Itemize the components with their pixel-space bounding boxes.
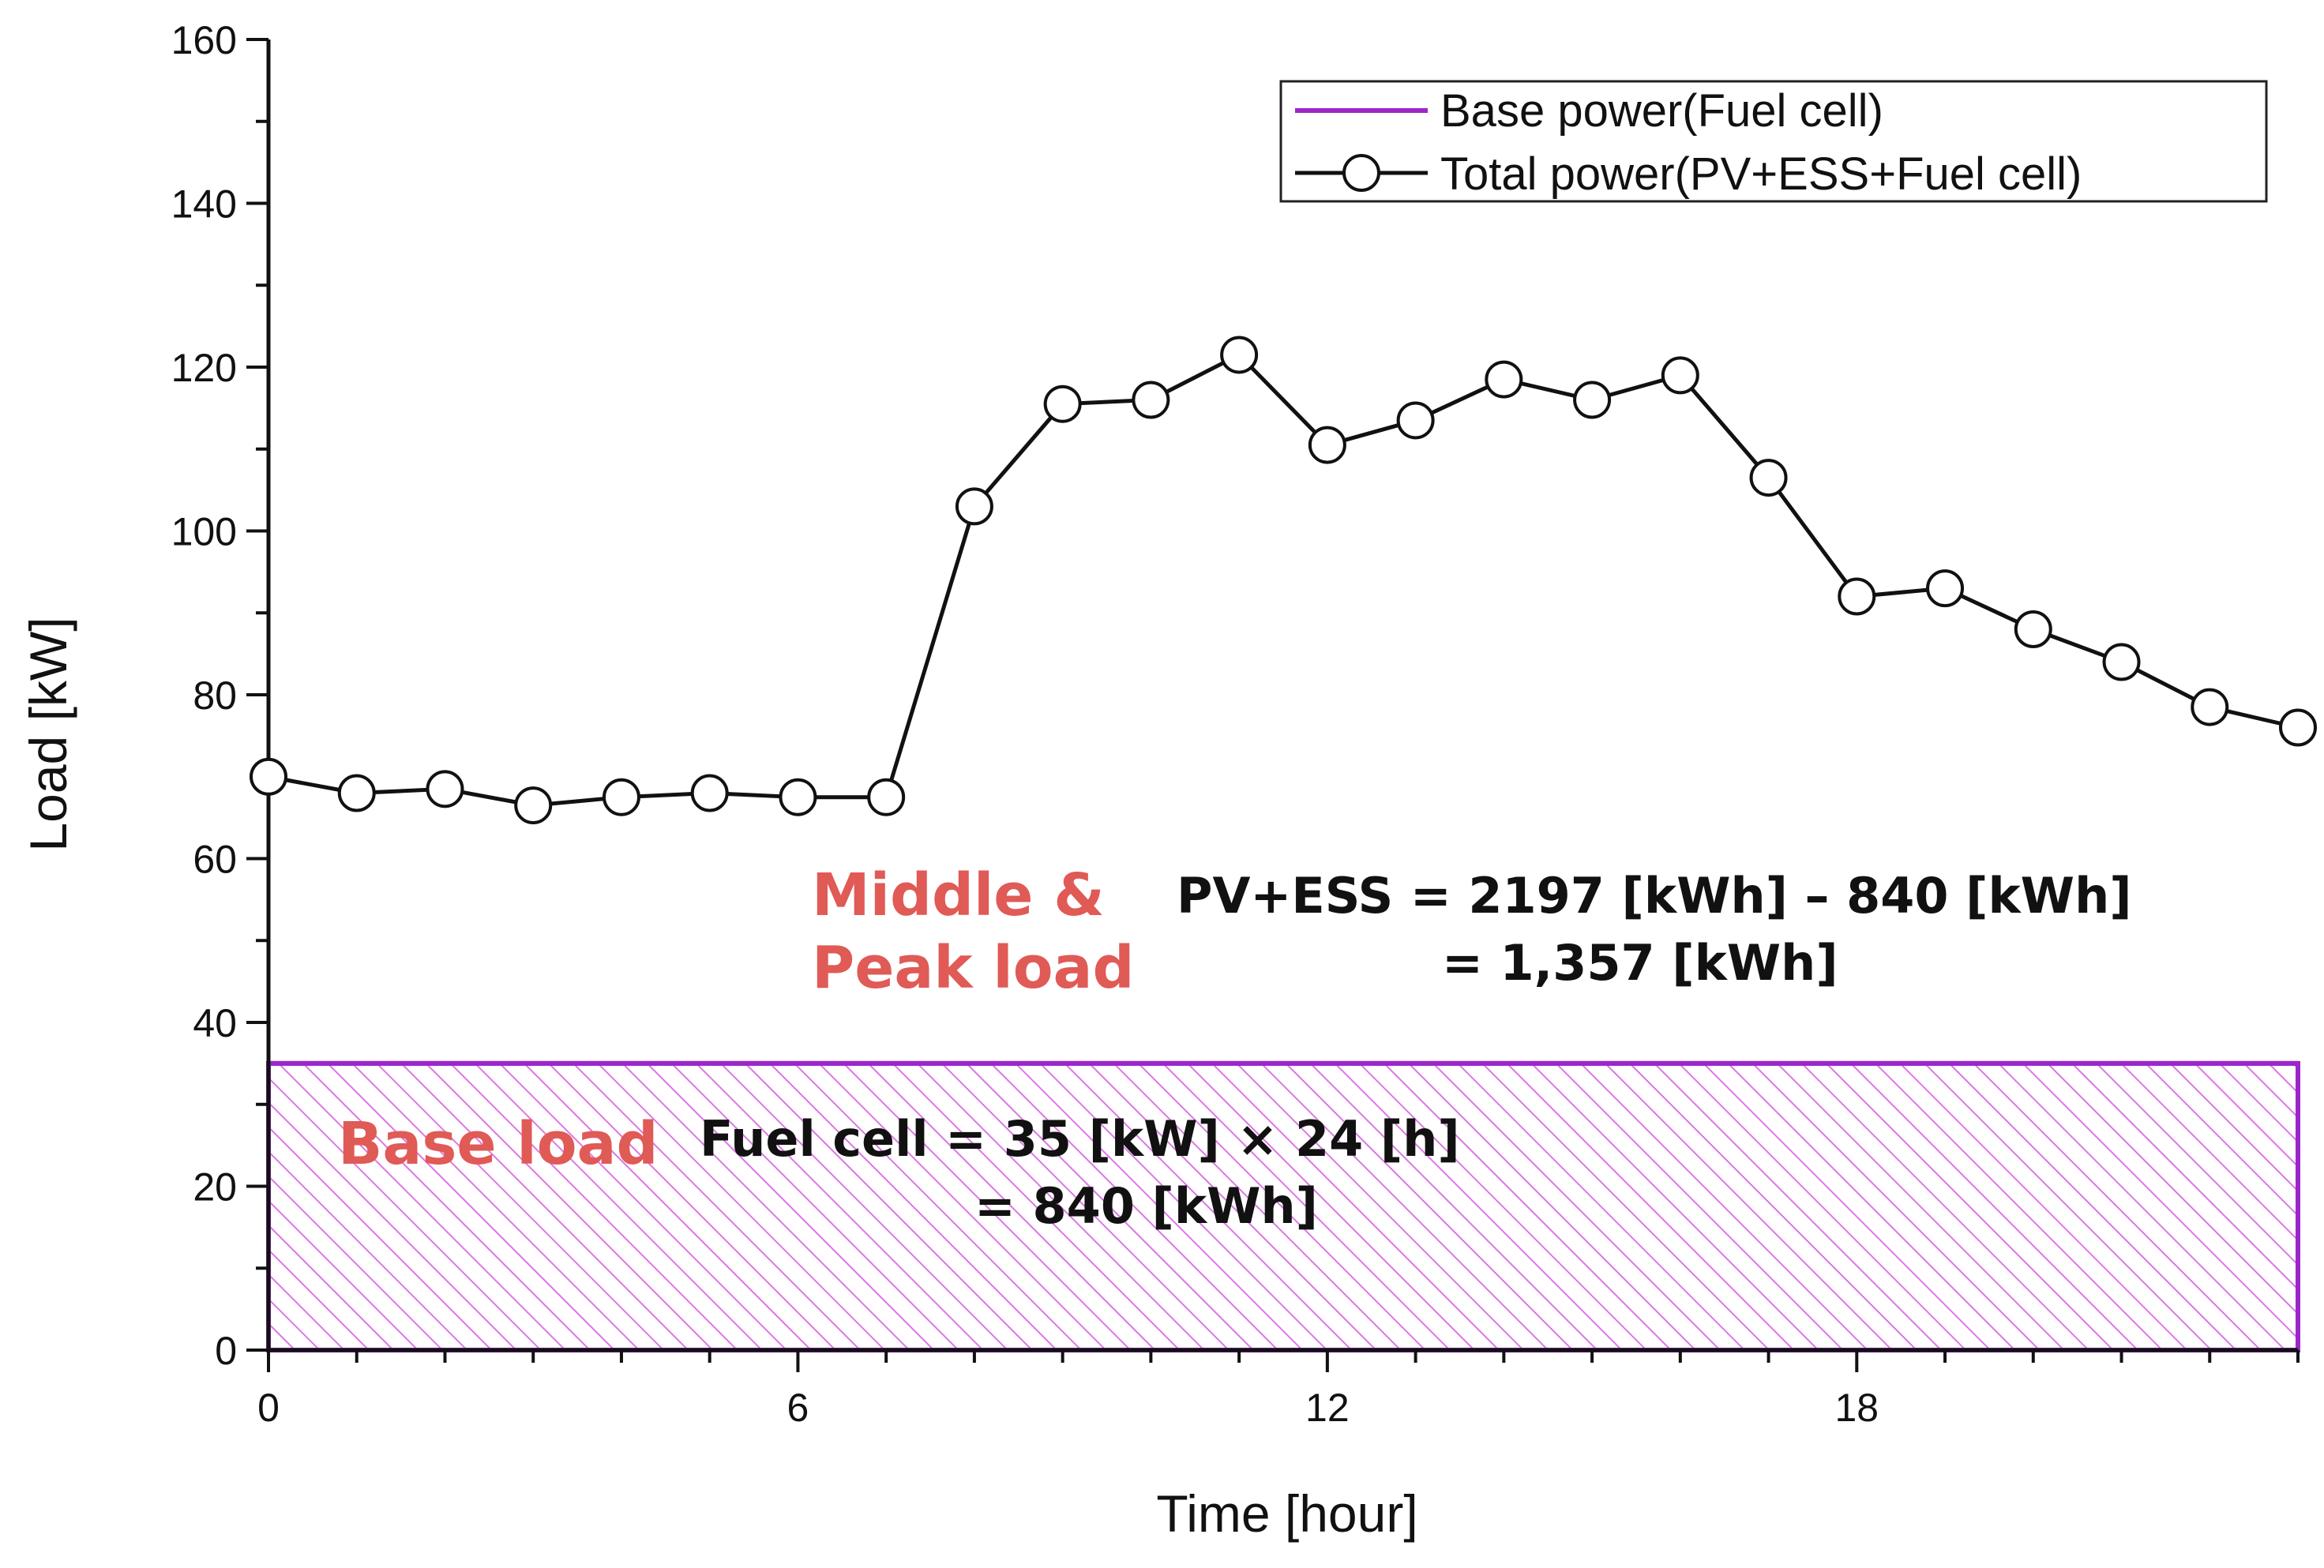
data-point-hour-15 (1573, 381, 1612, 419)
y-tick-label: 140 (171, 182, 237, 227)
data-point-hour-3 (514, 786, 553, 825)
y-axis-title: Load [kW] (19, 617, 77, 851)
data-point-hour-20 (2014, 610, 2052, 648)
x-tick-label: 18 (1834, 1386, 1879, 1430)
legend: Base power(Fuel cell) Total power(PV+ESS… (1279, 80, 2268, 203)
data-point-hour-2 (426, 770, 464, 808)
base-load-label: Base load (338, 1110, 658, 1178)
data-point-hour-1 (337, 774, 376, 812)
data-point-hour-0 (250, 757, 287, 796)
pv-formula-line1: PV+ESS = 2197 [kWh] – 840 [kWh] (1177, 867, 2132, 925)
data-point-hour-22 (2191, 688, 2229, 726)
y-tick-label: 60 (193, 838, 237, 882)
data-point-hour-5 (690, 774, 729, 812)
x-tick-label: 0 (257, 1386, 280, 1430)
y-tick-label: 0 (215, 1329, 237, 1373)
data-point-hour-11 (1220, 336, 1259, 374)
data-point-hour-14 (1485, 360, 1523, 399)
x-axis-title: Time [hour] (1156, 1484, 1417, 1543)
legend-label-total: Total power(PV+ESS+Fuel cell) (1440, 148, 2082, 200)
total-power-markers (250, 336, 2317, 825)
data-point-hour-17 (1749, 459, 1788, 497)
data-point-hour-7 (867, 778, 906, 816)
base-load-band (266, 1060, 2300, 1352)
y-tick-label: 80 (193, 673, 237, 718)
y-tick-label: 100 (171, 510, 237, 554)
data-point-hour-16 (1661, 356, 1699, 395)
fuel-formula-line2: = 840 [kWh] (974, 1177, 1318, 1235)
data-point-hour-13 (1396, 401, 1435, 440)
data-point-hour-21 (2102, 643, 2141, 681)
peak-label-line1: Middle & (812, 861, 1105, 929)
legend-label-base: Base power(Fuel cell) (1440, 85, 1883, 137)
x-tick-label: 12 (1305, 1386, 1350, 1430)
data-point-hour-9 (1043, 384, 1082, 423)
y-tick-label: 120 (171, 346, 237, 390)
y-tick-label: 160 (171, 18, 237, 62)
peak-label-line2: Peak load (812, 934, 1134, 1002)
data-point-hour-8 (955, 487, 993, 526)
legend-marker-total (1342, 154, 1380, 192)
data-point-hour-4 (602, 778, 640, 816)
data-point-hour-23 (2279, 708, 2317, 747)
x-tick-label: 6 (787, 1386, 809, 1430)
legend-box (1279, 80, 2268, 203)
pv-formula-line2: = 1,357 [kWh] (1442, 934, 1838, 992)
data-point-hour-6 (779, 778, 817, 816)
axis-ticks: 0 20 40 60 80 100 120 140 160 0 6 12 18 (171, 18, 2300, 1430)
data-point-hour-19 (1926, 569, 1965, 608)
data-point-hour-18 (1838, 577, 1876, 616)
data-point-hour-12 (1308, 426, 1346, 464)
y-tick-label: 20 (193, 1165, 237, 1210)
y-tick-label: 40 (193, 1001, 237, 1045)
fuel-formula-line1: Fuel cell = 35 [kW] × 24 [h] (700, 1110, 1460, 1168)
data-point-hour-10 (1132, 381, 1170, 419)
